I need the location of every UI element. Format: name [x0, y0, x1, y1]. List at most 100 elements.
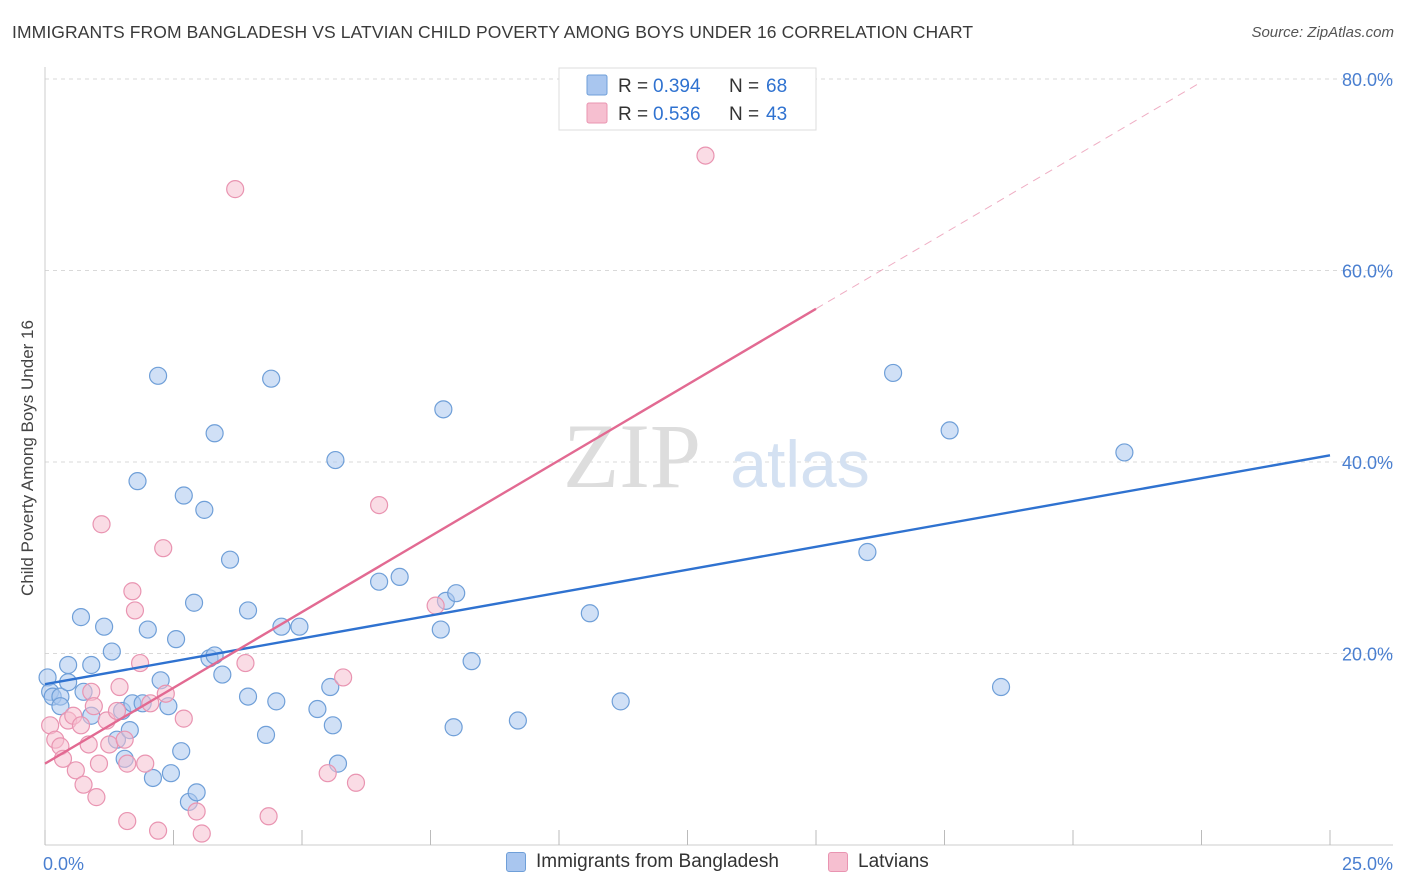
- bangladesh-point: [858, 542, 877, 562]
- legend-r-value-1: 0.394: [653, 76, 701, 97]
- x-tick-label-min: 0.0%: [43, 854, 84, 874]
- legend-r-value-2: 0.536: [653, 104, 701, 125]
- latvian-point: [426, 596, 445, 615]
- latvian-point: [174, 709, 193, 728]
- legend-swatch-bangladesh: [506, 852, 526, 872]
- watermark-atlas: atlas: [730, 427, 869, 501]
- bangladesh-point: [370, 572, 389, 591]
- latvian-point: [110, 677, 129, 697]
- latvian-point: [370, 495, 389, 515]
- bangladesh-point: [82, 655, 101, 675]
- legend-r-label-1: R =: [618, 76, 653, 97]
- latvian-point: [154, 539, 173, 558]
- legend-r-label-2: R =: [618, 104, 653, 125]
- chart-title: IMMIGRANTS FROM BANGLADESH VS LATVIAN CH…: [12, 22, 974, 42]
- legend-swatch-latvians: [828, 852, 848, 872]
- latvian-point: [92, 515, 111, 534]
- bangladesh-point: [256, 725, 276, 744]
- bangladesh-point: [1115, 443, 1134, 462]
- bangladesh-point: [205, 424, 224, 443]
- bangladesh-point: [262, 369, 281, 388]
- bangladesh-point: [508, 711, 527, 730]
- bangladesh-point: [166, 630, 186, 649]
- bangladesh-point: [51, 697, 70, 716]
- legend-n-label-1: N =: [729, 76, 764, 97]
- bangladesh-point: [172, 742, 191, 761]
- bangladesh-point: [447, 584, 466, 603]
- latvian-point: [107, 701, 127, 721]
- bangladesh-point: [444, 718, 463, 737]
- bangladesh-point: [213, 665, 232, 684]
- latvian-point: [125, 601, 145, 620]
- latvian-point: [74, 775, 93, 794]
- legend-item-latvians: Latvians: [828, 851, 929, 873]
- legend-swatch-pink: [586, 102, 608, 124]
- latvian-point: [118, 811, 137, 831]
- bangladesh-point: [940, 421, 959, 440]
- latvian-point: [115, 730, 134, 749]
- bangladesh-point: [308, 699, 327, 719]
- latvian-point: [192, 824, 211, 843]
- bangladesh-point: [991, 677, 1011, 697]
- bangladesh-point: [102, 642, 121, 661]
- watermark-zip: ZIP: [563, 405, 701, 507]
- bangladesh-point: [326, 450, 345, 470]
- bangladesh-point: [434, 400, 453, 419]
- latvian-point: [136, 754, 155, 773]
- bangladesh-point: [148, 366, 168, 385]
- bangladesh-point: [321, 677, 340, 697]
- trend-line-latvian-extension: [815, 81, 1202, 310]
- y-tick-label: 40.0%: [1342, 453, 1393, 473]
- latvian-point: [346, 773, 366, 792]
- y-tick-label: 60.0%: [1342, 262, 1393, 282]
- bangladesh-point: [323, 716, 342, 735]
- latvian-point: [123, 582, 142, 601]
- bangladesh-point: [220, 550, 240, 569]
- bangladesh-point: [611, 692, 630, 711]
- latvian-point: [259, 807, 278, 826]
- latvian-point: [696, 146, 715, 165]
- bangladesh-point: [195, 500, 214, 519]
- bangladesh-point: [71, 608, 91, 627]
- grid-lines: [45, 78, 1393, 654]
- latvian-point: [236, 653, 255, 673]
- bangladesh-point: [431, 620, 450, 639]
- series-legend: Immigrants from Bangladesh Latvians: [0, 851, 1406, 879]
- legend-swatch-blue: [586, 74, 608, 96]
- bangladesh-point: [238, 687, 258, 706]
- legend-n-label-2: N =: [729, 104, 764, 125]
- legend-item-bangladesh: Immigrants from Bangladesh: [506, 851, 779, 873]
- latvian-point: [100, 735, 119, 754]
- bangladesh-point: [580, 604, 599, 623]
- data-points: [38, 146, 1134, 843]
- latvian-point: [118, 754, 137, 773]
- source-credit: Source: ZipAtlas.com: [1251, 24, 1394, 41]
- axes: [44, 67, 1393, 846]
- latvian-point: [187, 802, 206, 821]
- bangladesh-point: [290, 617, 309, 636]
- latvian-point: [89, 754, 109, 773]
- legend-n-value-1: 68: [766, 76, 787, 97]
- legend-label-latvians: Latvians: [858, 851, 929, 872]
- latvian-point: [66, 761, 85, 780]
- y-tick-label: 80.0%: [1342, 70, 1393, 90]
- y-tick-label: 20.0%: [1342, 645, 1393, 665]
- x-tick-label-max: 25.0%: [1342, 854, 1393, 874]
- bangladesh-point: [95, 617, 114, 636]
- bangladesh-point: [143, 768, 163, 788]
- y-axis-label: Child Poverty Among Boys Under 16: [18, 320, 37, 596]
- trend-line-latvian: [44, 307, 817, 765]
- tick-labels: 20.0% 40.0% 60.0% 80.0% 0.0% 25.0%: [43, 70, 1393, 874]
- bangladesh-point: [462, 652, 481, 671]
- bangladesh-point: [174, 486, 193, 505]
- latvian-point: [71, 716, 91, 735]
- latvian-point: [226, 180, 245, 199]
- bangladesh-point: [184, 593, 204, 612]
- latvian-point: [334, 668, 353, 687]
- bangladesh-point: [161, 764, 181, 783]
- bangladesh-point: [59, 655, 78, 675]
- latvian-point: [148, 821, 168, 840]
- bangladesh-point: [238, 601, 258, 620]
- bangladesh-point: [267, 692, 286, 711]
